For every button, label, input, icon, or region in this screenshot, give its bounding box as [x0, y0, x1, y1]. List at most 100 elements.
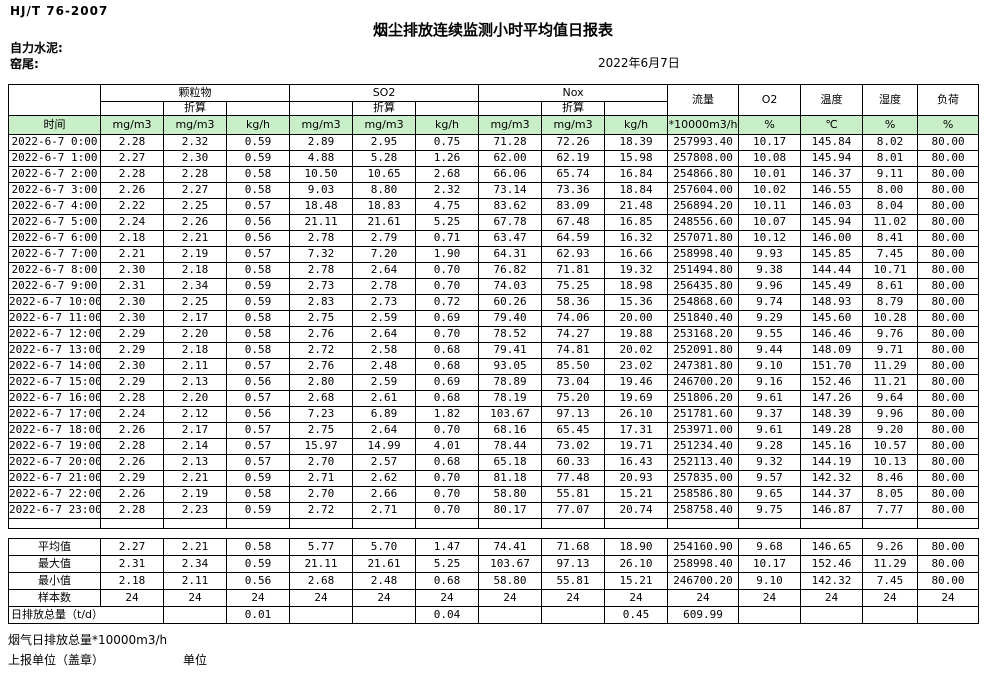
- footer-line: 上报单位（盖章） 单位: [8, 651, 978, 668]
- value-cell: 4.88: [289, 150, 354, 167]
- value-cell: 10.50: [289, 166, 354, 183]
- value-cell: 0.70: [415, 262, 480, 279]
- value-cell: 9.76: [862, 326, 919, 343]
- summary-value-cell: 142.32: [800, 572, 863, 590]
- value-cell: 251781.60: [667, 406, 740, 423]
- value-cell: 60.33: [541, 454, 606, 471]
- summary-value-cell: 0.68: [415, 572, 479, 590]
- group-humidity: 湿度: [862, 84, 919, 116]
- value-cell: 67.48: [541, 214, 606, 231]
- empty-cell: [415, 518, 480, 529]
- time-cell: 2022-6-7 13:00: [8, 342, 101, 359]
- value-cell: 2.71: [352, 502, 417, 519]
- summary-value-cell: 5.25: [415, 555, 479, 573]
- value-cell: 2.78: [352, 278, 417, 295]
- value-cell: 258998.40: [667, 246, 740, 263]
- group-o2: O2: [738, 84, 802, 116]
- daily-total-cell: [917, 606, 979, 624]
- value-cell: 5.25: [415, 214, 480, 231]
- value-cell: 256894.20: [667, 198, 740, 215]
- value-cell: 20.02: [604, 342, 669, 359]
- value-cell: 58.36: [541, 294, 606, 311]
- value-cell: 251494.80: [667, 262, 740, 279]
- value-cell: 0.68: [415, 390, 480, 407]
- value-cell: 76.82: [478, 262, 543, 279]
- value-cell: 8.80: [352, 182, 417, 199]
- value-cell: 2.30: [100, 294, 164, 311]
- empty-cell: [800, 518, 864, 529]
- value-cell: 2.95: [352, 134, 417, 151]
- empty-cell: [478, 518, 543, 529]
- value-cell: 146.87: [800, 502, 864, 519]
- value-cell: 80.00: [917, 310, 980, 327]
- summary-value-cell: 2.48: [352, 572, 416, 590]
- table-row: 2022-6-7 9:00 2.31 2.34 0.59 2.73 2.78 0.70 74.…: [8, 278, 980, 295]
- value-cell: 2.58: [352, 342, 417, 359]
- value-cell: 74.81: [541, 342, 606, 359]
- value-cell: 148.93: [800, 294, 864, 311]
- value-cell: 145.85: [800, 246, 864, 263]
- value-cell: 9.55: [738, 326, 802, 343]
- value-cell: 145.60: [800, 310, 864, 327]
- value-cell: 0.56: [225, 214, 291, 231]
- value-cell: 2.18: [163, 342, 227, 359]
- summary-value-cell: 2.68: [289, 572, 353, 590]
- value-cell: 81.18: [478, 470, 543, 487]
- value-cell: 80.17: [478, 502, 543, 519]
- summary-row: 最大值 2.31 2.34 0.59 21.11 21.61 5.25 103.67 97.13…: [8, 555, 979, 573]
- time-cell: 2022-6-7 19:00: [8, 438, 101, 455]
- value-cell: 257835.00: [667, 470, 740, 487]
- summary-rows: 平均值 2.27 2.21 0.58 5.77 5.70 1.47 74.41 71.68 18.…: [8, 538, 979, 624]
- summary-value-cell: 9.26: [862, 538, 918, 556]
- value-cell: 68.16: [478, 422, 543, 439]
- table-row: 2022-6-7 4:00 2.22 2.25 0.57 18.48 18.83 4.75 8…: [8, 198, 980, 215]
- summary-value-cell: 9.10: [738, 572, 801, 590]
- value-cell: 20.00: [604, 310, 669, 327]
- value-cell: 9.29: [738, 310, 802, 327]
- value-cell: 78.44: [478, 438, 543, 455]
- value-cell: 19.69: [604, 390, 669, 407]
- value-cell: 62.00: [478, 150, 543, 167]
- summary-value-cell: 21.61: [352, 555, 416, 573]
- value-cell: 55.81: [541, 486, 606, 503]
- time-cell: 2022-6-7 5:00: [8, 214, 101, 231]
- value-cell: 0.56: [225, 230, 291, 247]
- value-cell: 2.26: [100, 422, 164, 439]
- summary-value-cell: 24: [100, 589, 164, 607]
- value-cell: 0.68: [415, 342, 480, 359]
- value-cell: 9.37: [738, 406, 802, 423]
- summary-label: 最小值: [8, 572, 101, 590]
- table-row: 2022-6-7 11:00 2.30 2.17 0.58 2.75 2.59 0.69 79…: [8, 310, 980, 327]
- value-cell: 7.77: [862, 502, 919, 519]
- value-cell: 146.46: [800, 326, 864, 343]
- value-cell: 72.26: [541, 134, 606, 151]
- time-cell: 2022-6-7 3:00: [8, 182, 101, 199]
- header-cell: [289, 101, 354, 116]
- header-cell: [415, 101, 480, 116]
- standard-code: HJ/T 76-2007: [10, 4, 109, 18]
- value-cell: 2.23: [163, 502, 227, 519]
- conversion-label: 折算: [163, 101, 227, 116]
- unit-mg: mg/m3: [478, 115, 543, 135]
- value-cell: 2.30: [163, 150, 227, 167]
- table-row: 2022-6-7 1:00 2.27 2.30 0.59 4.88 5.28 1.26 62.…: [8, 150, 980, 167]
- value-cell: 0.72: [415, 294, 480, 311]
- unit-percent: %: [738, 115, 802, 135]
- value-cell: 2.28: [100, 390, 164, 407]
- summary-value-cell: 24: [604, 589, 668, 607]
- value-cell: 2.75: [289, 422, 354, 439]
- summary-value-cell: 80.00: [917, 538, 979, 556]
- value-cell: 71.28: [478, 134, 543, 151]
- value-cell: 258586.80: [667, 486, 740, 503]
- unit-mg: mg/m3: [289, 115, 354, 135]
- value-cell: 19.32: [604, 262, 669, 279]
- value-cell: 75.25: [541, 278, 606, 295]
- time-header: 时间: [8, 115, 101, 135]
- summary-value-cell: 2.11: [163, 572, 227, 590]
- value-cell: 80.00: [917, 454, 980, 471]
- value-cell: 10.02: [738, 182, 802, 199]
- value-cell: 2.26: [100, 486, 164, 503]
- time-cell: 2022-6-7 16:00: [8, 390, 101, 407]
- value-cell: 0.58: [225, 182, 291, 199]
- group-nox: Nox: [478, 84, 669, 102]
